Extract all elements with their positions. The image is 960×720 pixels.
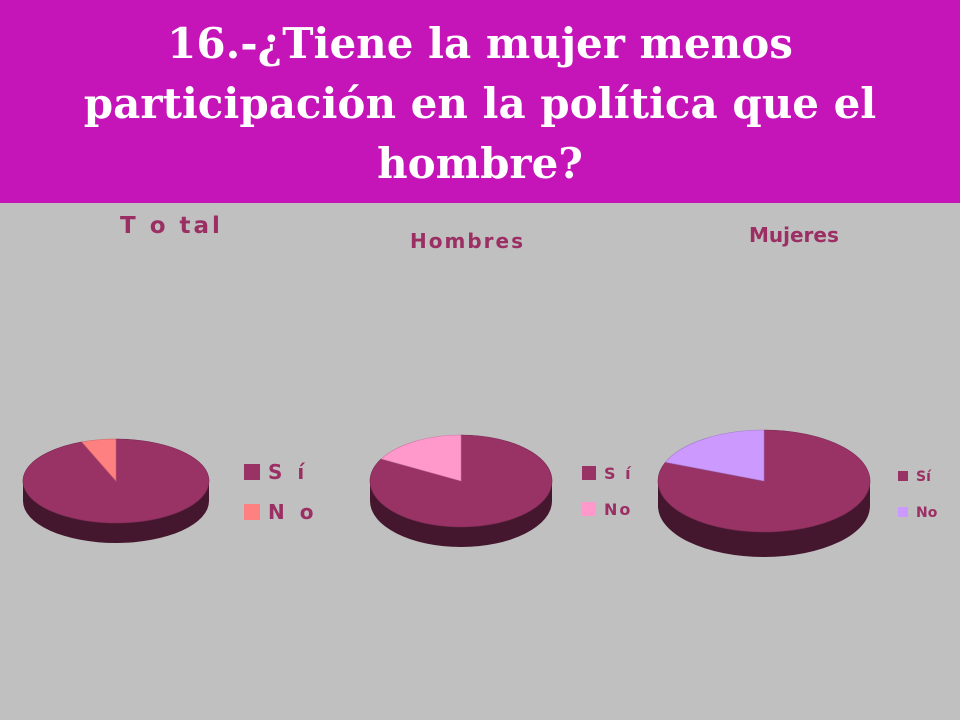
legend-swatch-mujeres-0 — [898, 471, 908, 481]
slide-title: 16.-¿Tiene la mujer menos participación … — [83, 19, 877, 188]
legend-swatch-total-0 — [244, 464, 260, 480]
pie-side-total-0 — [23, 481, 209, 543]
pie-slice-total-1 — [81, 438, 117, 482]
legend-swatch-total-1 — [244, 504, 260, 520]
pie-chart-hombres — [369, 434, 553, 547]
title-banner: 16.-¿Tiene la mujer menos participación … — [0, 0, 960, 203]
pie-slice-hombres-1 — [380, 434, 462, 482]
pie-chart-mujeres — [657, 429, 871, 557]
legend-label-mujeres-0: Sí — [916, 469, 932, 485]
legend-swatch-hombres-0 — [582, 466, 596, 480]
chart-title-mujeres: Mujeres — [749, 223, 839, 247]
pie-slice-mujeres-1 — [664, 429, 765, 482]
legend-swatch-mujeres-1 — [898, 507, 908, 517]
legend-label-hombres-1: No — [604, 500, 632, 519]
legend-total: S í N o — [244, 460, 317, 524]
pie-side-hombres-0 — [370, 481, 552, 547]
legend-label-hombres-0: S í — [604, 464, 633, 483]
pie-chart-total — [22, 438, 210, 543]
legend-hombres: S í No — [582, 464, 633, 519]
legend-label-total-1: N o — [268, 500, 317, 524]
pie-side-mujeres-0 — [658, 481, 870, 557]
legend-label-mujeres-1: No — [916, 505, 938, 521]
chart-title-hombres: Hombres — [410, 229, 525, 253]
legend-swatch-hombres-1 — [582, 502, 596, 516]
chart-title-total: T o tal — [120, 213, 223, 239]
legend-label-total-0: S í — [268, 460, 308, 484]
legend-mujeres: Sí No — [898, 469, 938, 521]
